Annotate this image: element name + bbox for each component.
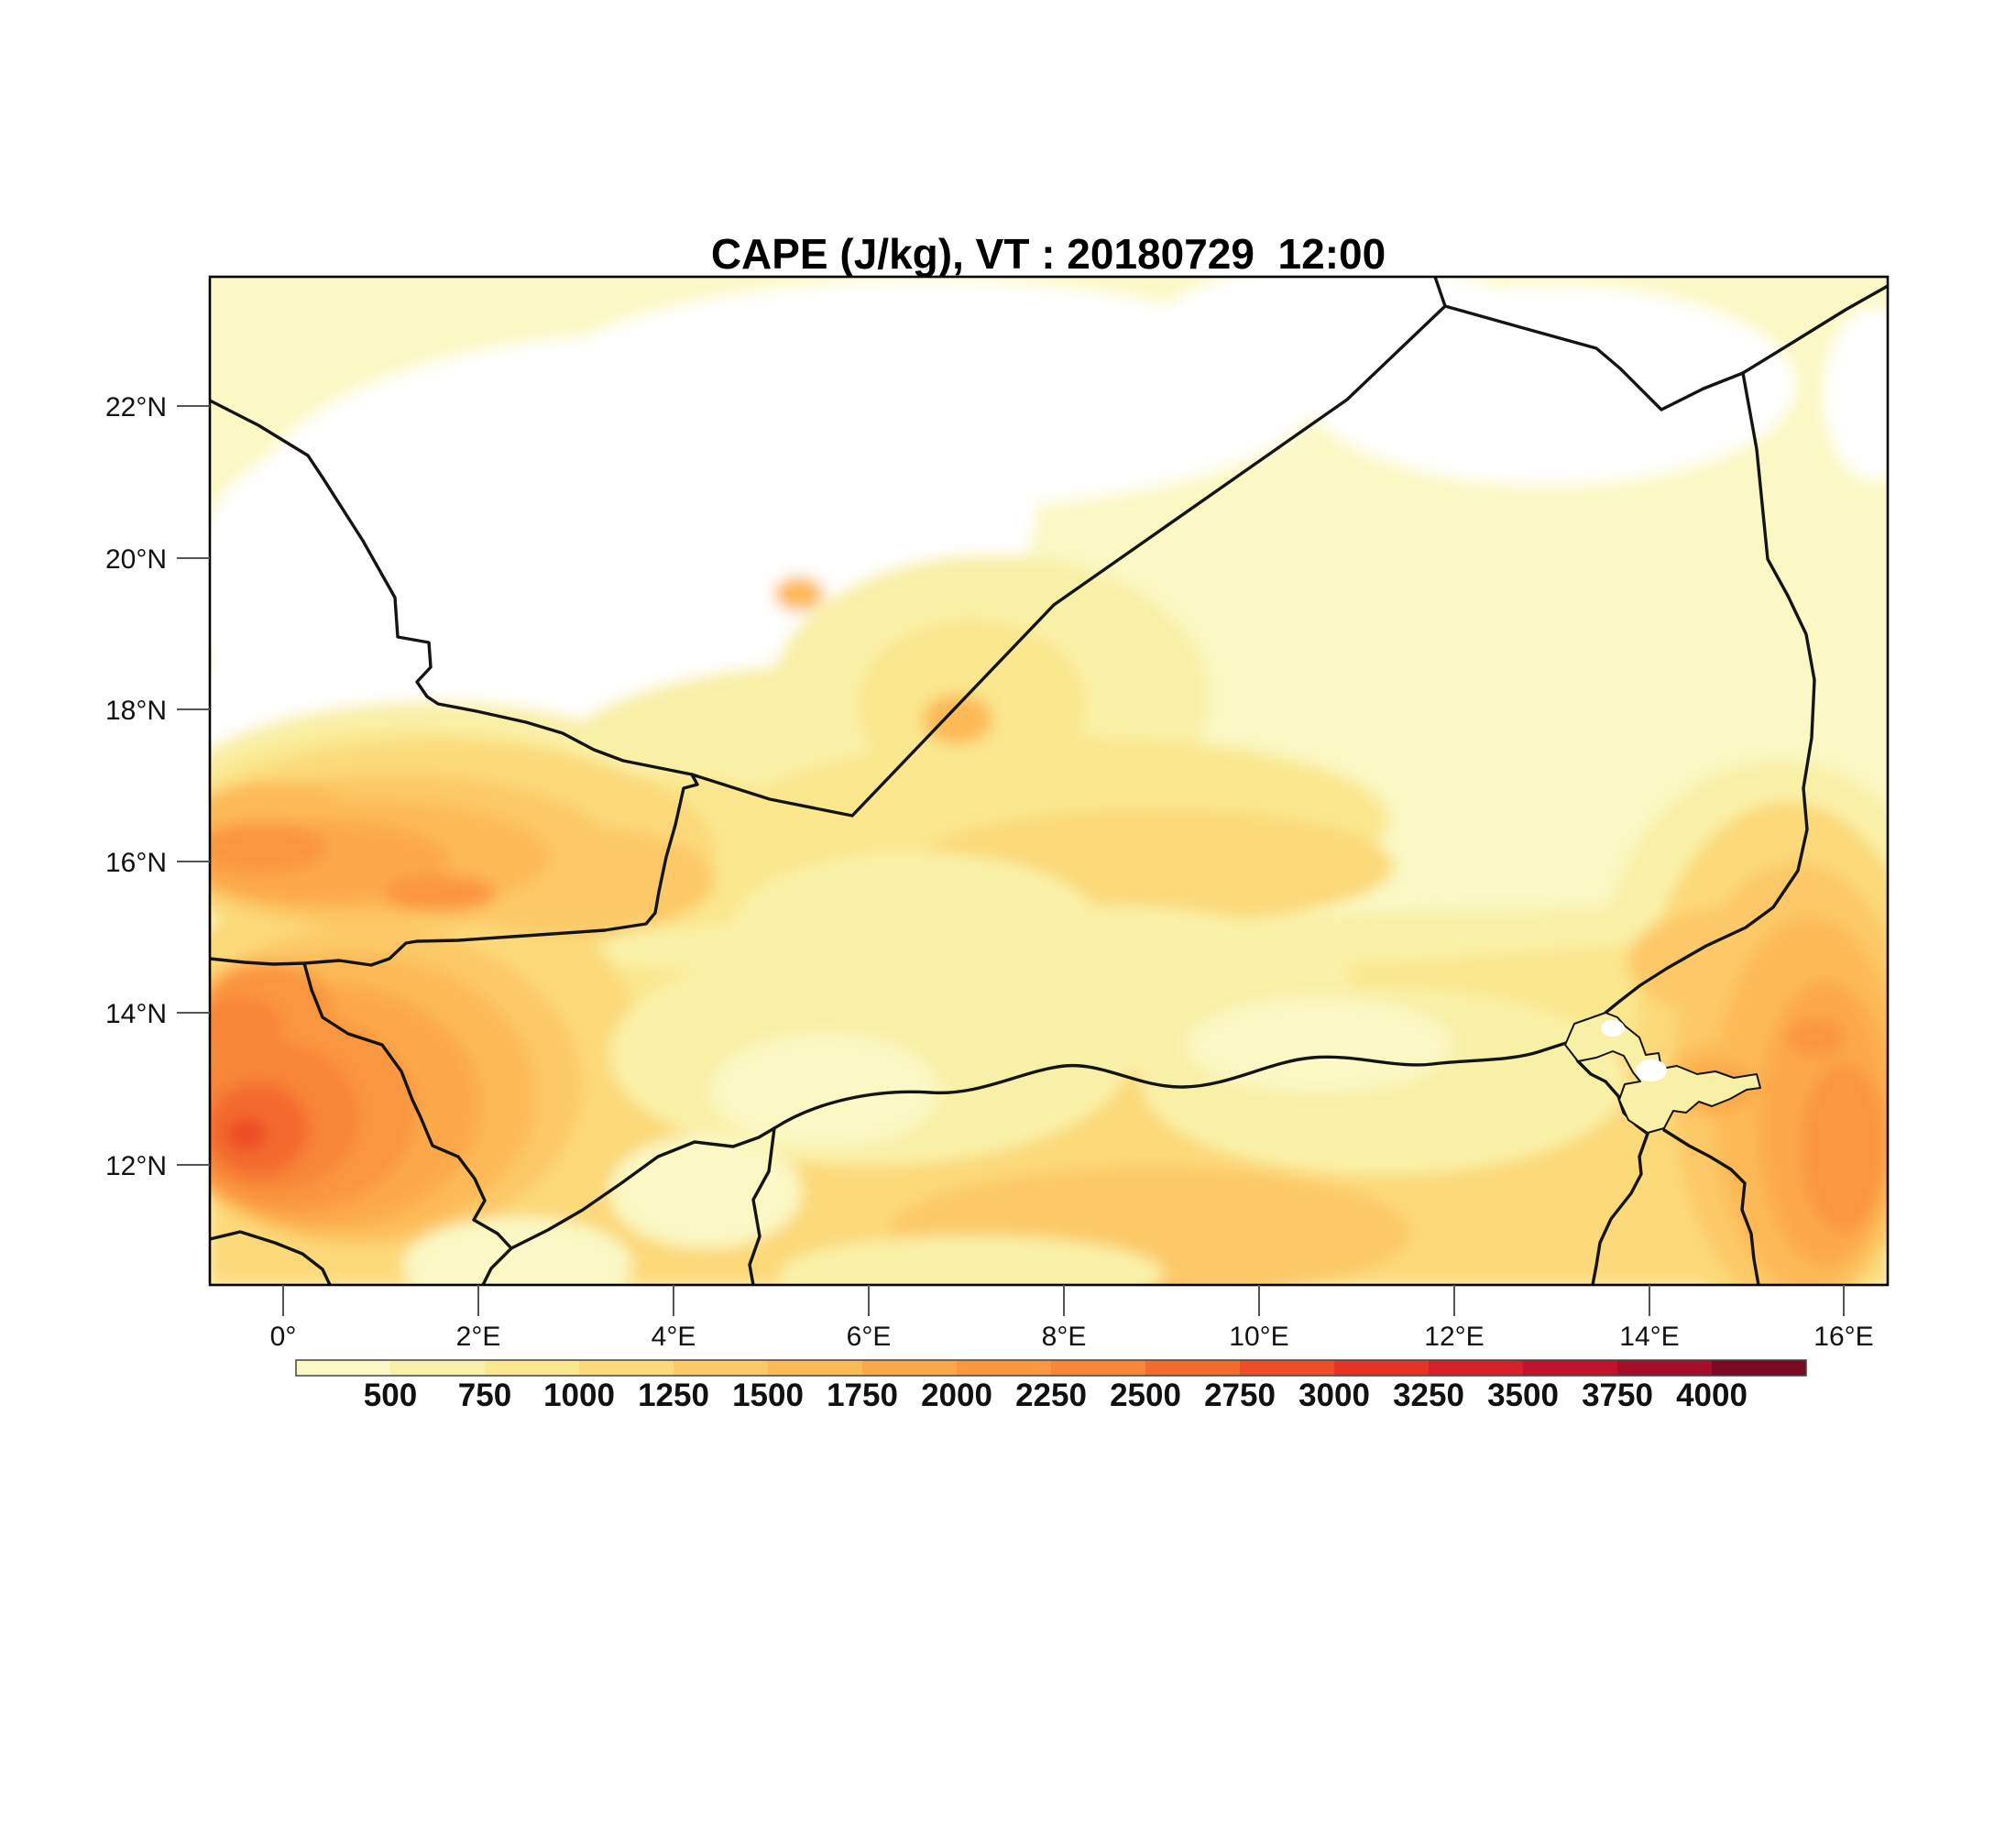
colorbar-label: 2750 <box>1204 1377 1276 1413</box>
lon-tick-label: 2°E <box>456 1322 501 1352</box>
colorbar-label: 1500 <box>732 1377 804 1413</box>
country-borders <box>210 277 1888 1285</box>
field-blob <box>1787 1018 1846 1057</box>
border-mali-niger <box>210 773 699 967</box>
lake-white-patch <box>1601 1020 1625 1037</box>
lon-tick-label: 12°E <box>1424 1322 1484 1352</box>
field-blob <box>774 576 824 611</box>
colorbar-label: 1750 <box>827 1377 898 1413</box>
longitude-axis: 0° 2°E 4°E 6°E 8°E 10°E 12°E 14°E 16°E <box>270 1285 1874 1352</box>
field-pale-overlays <box>403 852 1627 1285</box>
field-blob <box>403 1217 632 1285</box>
colorbar: 500 750 1000 1250 1500 1750 2000 2250 25… <box>295 1359 1807 1413</box>
colorbar-segment <box>1617 1360 1712 1376</box>
colorbar-label: 2000 <box>921 1377 992 1413</box>
lat-tick-label: 18°N <box>105 696 167 726</box>
colorbar-label: 2500 <box>1110 1377 1181 1413</box>
border-niger-nigeria <box>772 1040 1571 1130</box>
colorbar-segment <box>390 1360 485 1376</box>
map-title: CAPE (J/kg), VT : 20180729 12:00 <box>711 230 1386 278</box>
colorbar-label: 2250 <box>1015 1377 1087 1413</box>
border-burkina-togo <box>481 1246 513 1285</box>
lon-tick-label: 10°E <box>1229 1322 1288 1352</box>
field-blob <box>923 695 992 744</box>
field-blob <box>1187 997 1452 1092</box>
colorbar-segment <box>1051 1360 1145 1376</box>
colorbar-segment <box>296 1360 390 1376</box>
field-blob <box>609 1135 802 1248</box>
colorbar-label: 3500 <box>1487 1377 1559 1413</box>
lon-tick-label: 4°E <box>652 1322 696 1352</box>
colorbar-segment <box>1523 1360 1617 1376</box>
lat-tick-label: 20°N <box>105 544 167 575</box>
border-niger-chad <box>1604 371 1816 1015</box>
colorbar-segment <box>674 1360 768 1376</box>
colorbar-segment <box>485 1360 579 1376</box>
lon-tick-label: 6°E <box>847 1322 892 1352</box>
border-libya-chad <box>1741 284 1888 375</box>
colorbar-frame <box>295 1359 1807 1377</box>
field-blob <box>210 449 431 724</box>
colorbar-segment <box>1712 1360 1806 1376</box>
colorbar-segment <box>768 1360 862 1376</box>
colorbar-label: 1250 <box>638 1377 709 1413</box>
lon-tick-label: 0° <box>270 1322 297 1352</box>
field-blob <box>210 822 327 873</box>
border-libya-niger <box>1443 304 1745 412</box>
border-algeria-niger <box>690 304 1447 818</box>
border-burkina-benin-south <box>210 1230 332 1285</box>
colorbar-label: 4000 <box>1676 1377 1748 1413</box>
colorbar-segment <box>862 1360 957 1376</box>
border-burkina-niger <box>302 961 513 1250</box>
colorbar-segment <box>1240 1360 1334 1376</box>
border-algeria-libya <box>1433 277 1447 308</box>
colorbar-segment <box>1429 1360 1523 1376</box>
field-blob <box>383 875 497 912</box>
lake-white-patch <box>1636 1059 1667 1081</box>
colorbar-segment <box>1334 1360 1429 1376</box>
border-benin-nigeria <box>748 1126 776 1285</box>
border-nigeria-cameroon-west <box>1591 1132 1649 1285</box>
border-chad-nigeria-cameroon-east <box>1662 1128 1760 1285</box>
lat-tick-label: 12°N <box>105 1151 167 1181</box>
field-blob <box>210 995 283 1061</box>
lat-tick-label: 22°N <box>105 392 167 423</box>
border-benin-niger <box>509 1126 776 1250</box>
field-blob <box>779 1235 1164 1285</box>
field-blob <box>1155 277 1539 399</box>
lat-tick-label: 16°N <box>105 848 167 878</box>
colorbar-label: 3750 <box>1582 1377 1653 1413</box>
colorbar-label: 750 <box>458 1377 511 1413</box>
border-algeria-mali <box>210 399 694 776</box>
colorbar-segment <box>1145 1360 1240 1376</box>
field-blob <box>531 280 1320 509</box>
field-blob <box>1801 1063 1887 1232</box>
cape-field <box>210 277 1888 1285</box>
colorbar-segment <box>579 1360 674 1376</box>
latitude-axis: 22°N 20°N 18°N 16°N 14°N 12°N <box>105 392 210 1181</box>
lon-tick-label: 14°E <box>1619 1322 1679 1352</box>
colorbar-label: 3250 <box>1393 1377 1464 1413</box>
colorbar-label: 1000 <box>543 1377 615 1413</box>
lon-tick-label: 8°E <box>1042 1322 1087 1352</box>
colorbar-label: 3000 <box>1298 1377 1370 1413</box>
lat-tick-label: 14°N <box>105 999 167 1029</box>
colorbar-label: 500 <box>364 1377 417 1413</box>
field-blob <box>1824 307 1888 481</box>
field-blob <box>710 1034 939 1147</box>
field-blob <box>225 1117 268 1150</box>
colorbar-segment <box>957 1360 1051 1376</box>
plot-frame <box>208 275 1890 1287</box>
lon-tick-label: 16°E <box>1813 1322 1873 1352</box>
